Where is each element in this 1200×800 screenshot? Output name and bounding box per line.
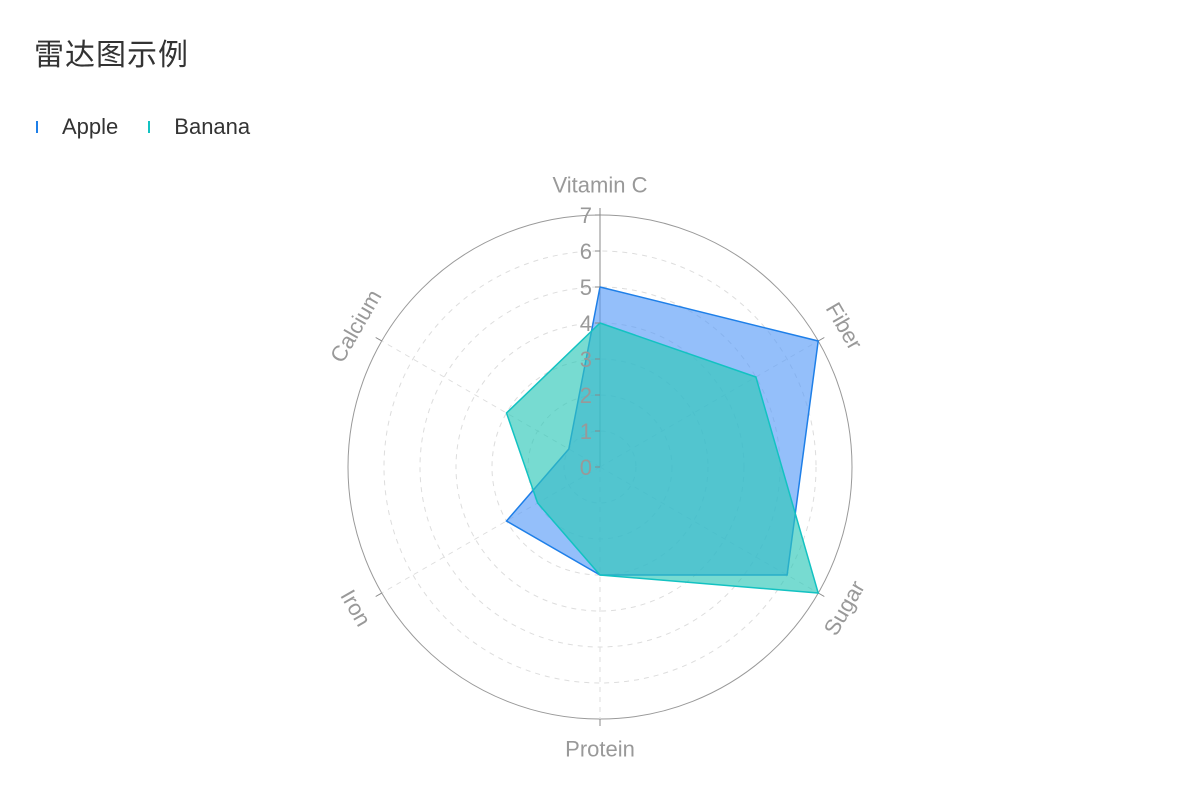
legend: Apple Banana <box>36 114 280 140</box>
radial-tick-label: 7 <box>580 203 592 228</box>
radial-tick-label: 3 <box>580 347 592 372</box>
axis-tick-mark <box>817 592 825 597</box>
radial-tick-label: 5 <box>580 275 592 300</box>
axis-label-sugar: Sugar <box>819 576 870 639</box>
radial-tick-label: 4 <box>580 311 592 336</box>
chart-title: 雷达图示例 <box>34 38 189 73</box>
legend-marker-apple <box>36 121 38 133</box>
series-layer <box>505 286 820 594</box>
radial-tick-label: 2 <box>580 383 592 408</box>
legend-item-banana[interactable]: Banana <box>148 114 250 140</box>
series-area-banana <box>505 322 820 594</box>
axis-label-iron: Iron <box>335 585 376 630</box>
radial-tick-label: 1 <box>580 419 592 444</box>
axis-label-fiber: Fiber <box>821 298 868 354</box>
legend-marker-banana <box>148 121 151 133</box>
grid-ring <box>383 250 817 684</box>
radial-tick-label: 6 <box>580 239 592 264</box>
radial-tick-label: 0 <box>580 455 592 480</box>
axis-tick-mark <box>375 337 383 342</box>
axis-label-protein: Protein <box>565 737 635 762</box>
tick-layer: 0 1 2 3 4 5 6 7 <box>580 203 600 480</box>
axis-label-calcium: Calcium <box>325 285 386 366</box>
axis-tick-mark <box>375 592 383 597</box>
axis-label-vitamin-c: Vitamin C <box>553 173 648 198</box>
axis-tick-mark <box>817 337 825 342</box>
legend-label-apple: Apple <box>62 114 119 139</box>
legend-label-banana: Banana <box>174 114 251 139</box>
legend-item-apple[interactable]: Apple <box>36 114 118 140</box>
